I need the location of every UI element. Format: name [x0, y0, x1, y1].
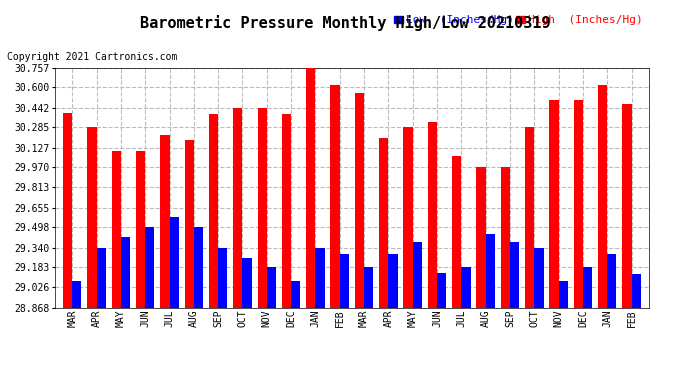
Bar	[549, 100, 559, 308]
Bar	[364, 267, 373, 308]
Bar	[257, 108, 267, 307]
Bar	[339, 254, 349, 308]
Bar	[437, 273, 446, 308]
Bar	[501, 168, 510, 308]
Bar	[170, 217, 179, 308]
Text: Copyright 2021 Cartronics.com: Copyright 2021 Cartronics.com	[7, 53, 177, 63]
Bar	[476, 168, 486, 308]
Bar	[185, 140, 194, 308]
Bar	[534, 248, 544, 308]
Legend: Low  (Inches/Hg), High  (Inches/Hg): Low (Inches/Hg), High (Inches/Hg)	[393, 15, 643, 26]
Bar	[622, 104, 631, 308]
Bar	[452, 156, 462, 308]
Bar	[413, 243, 422, 308]
Bar	[598, 85, 607, 308]
Bar	[631, 274, 641, 308]
Bar	[218, 248, 228, 308]
Bar	[160, 135, 170, 308]
Bar	[525, 128, 534, 308]
Bar	[112, 151, 121, 308]
Bar	[291, 280, 300, 308]
Bar	[355, 93, 364, 308]
Bar	[388, 254, 397, 308]
Bar	[573, 100, 583, 308]
Bar	[404, 128, 413, 308]
Bar	[282, 114, 291, 308]
Bar	[607, 254, 616, 308]
Bar	[583, 267, 592, 308]
Bar	[331, 85, 339, 308]
Bar	[136, 151, 145, 308]
Bar	[379, 138, 388, 308]
Bar	[315, 248, 325, 308]
Text: Barometric Pressure Monthly High/Low 20210319: Barometric Pressure Monthly High/Low 202…	[139, 15, 551, 31]
Bar	[559, 280, 568, 308]
Bar	[462, 267, 471, 308]
Bar	[63, 113, 72, 308]
Bar	[194, 228, 203, 308]
Bar	[145, 228, 155, 308]
Bar	[121, 237, 130, 308]
Bar	[233, 108, 242, 307]
Bar	[510, 243, 519, 308]
Bar	[306, 68, 315, 308]
Bar	[428, 122, 437, 308]
Bar	[72, 280, 81, 308]
Bar	[267, 267, 276, 308]
Bar	[242, 258, 252, 307]
Bar	[97, 248, 106, 308]
Bar	[486, 234, 495, 308]
Bar	[88, 128, 97, 308]
Bar	[209, 114, 218, 308]
